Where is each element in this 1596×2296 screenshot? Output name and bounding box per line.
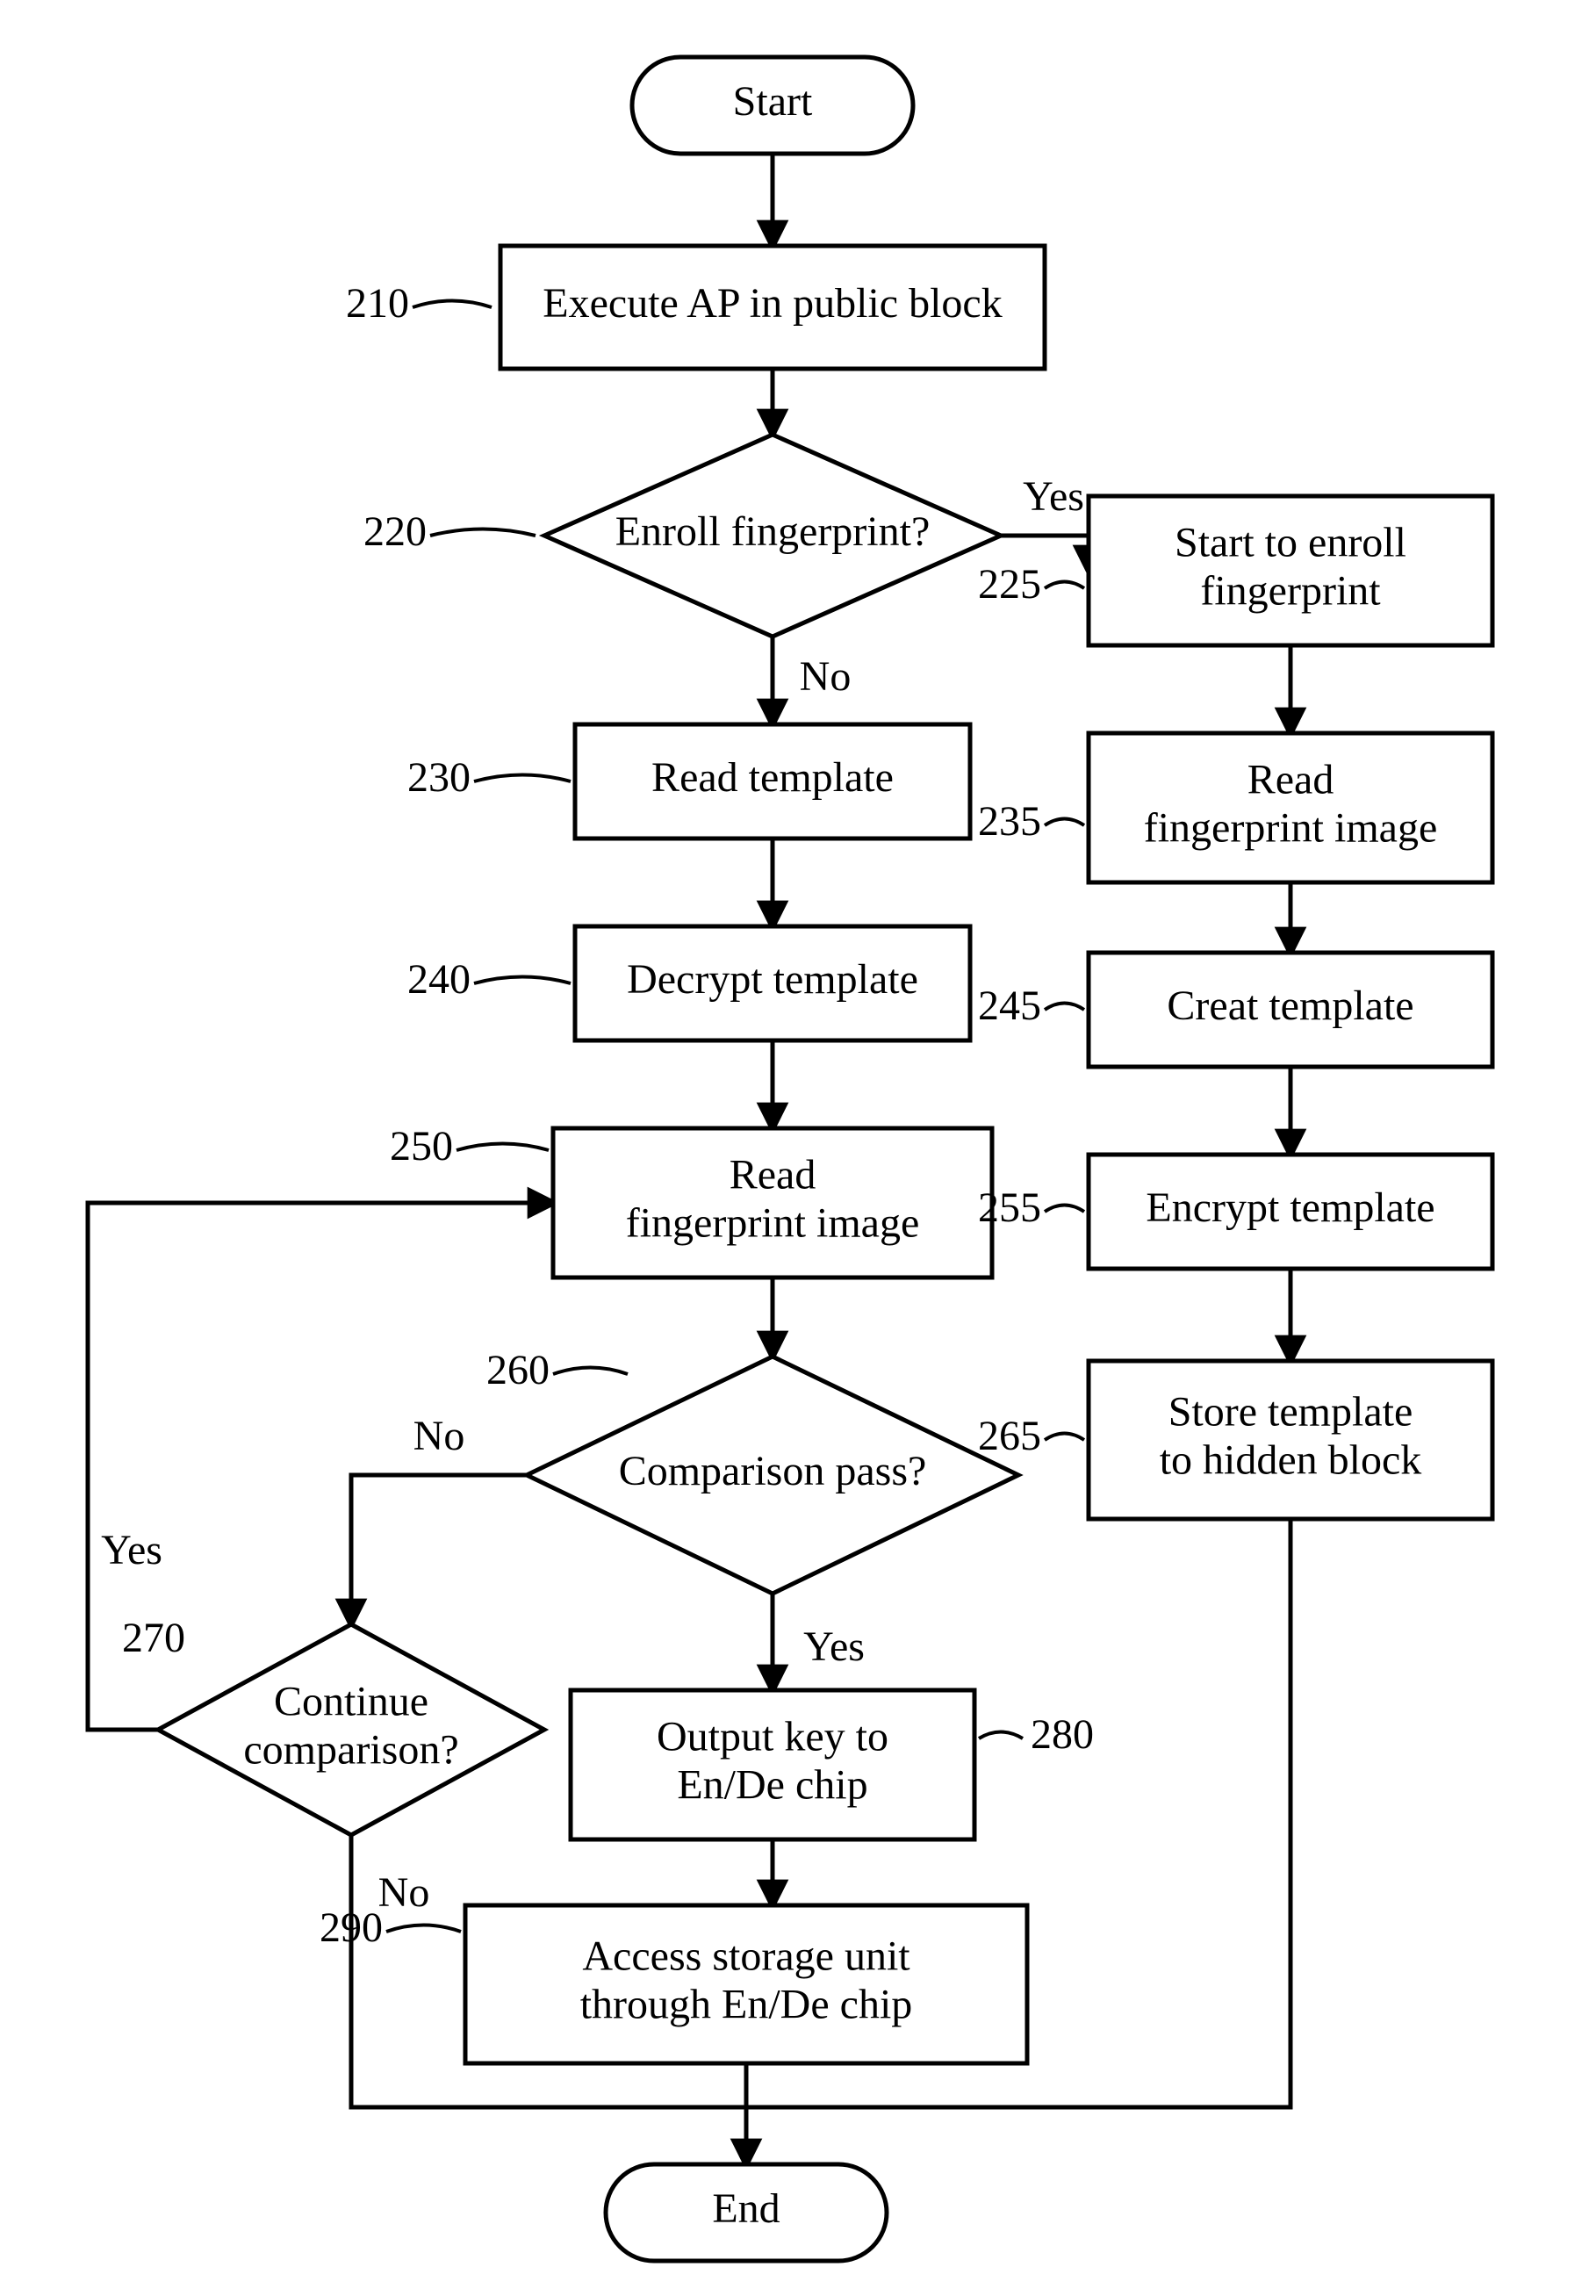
node-n270: Continuecomparison? 270 — [122, 1615, 544, 1835]
edge-label: Yes — [1023, 473, 1084, 520]
node-text: Read — [1247, 756, 1334, 803]
node-text: Start to enroll — [1175, 519, 1406, 565]
label-leader — [413, 301, 492, 308]
node-text: Continue — [274, 1678, 428, 1724]
label-leader — [979, 1732, 1023, 1739]
node-text: Output key to — [657, 1713, 888, 1760]
node-text: Start — [733, 78, 813, 125]
reference-label: 245 — [978, 982, 1041, 1029]
node-text: fingerprint image — [1144, 805, 1438, 852]
node-text: Read — [730, 1151, 816, 1198]
edge-label: Yes — [803, 1623, 865, 1670]
node-text: through En/De chip — [580, 1982, 913, 2028]
reference-label: 290 — [320, 1904, 383, 1951]
edge-label: No — [378, 1869, 430, 1916]
reference-label: 230 — [407, 754, 471, 801]
reference-label: 265 — [978, 1413, 1041, 1459]
label-leader — [457, 1144, 549, 1151]
label-leader — [1045, 1206, 1084, 1213]
node-n230: Read template 230 — [407, 724, 970, 839]
node-n240: Decrypt template 240 — [407, 926, 970, 1040]
node-text: fingerprint — [1200, 568, 1381, 615]
reference-label: 270 — [122, 1615, 185, 1661]
node-n265: Store templateto hidden block 265 — [978, 1361, 1492, 1519]
node-text: Access storage unit — [582, 1933, 910, 1979]
node-n280: Output key toEn/De chip 280 — [571, 1690, 1094, 1839]
node-text: Encrypt template — [1146, 1184, 1434, 1231]
node-text: En/De chip — [677, 1762, 867, 1809]
node-text: End — [712, 2185, 780, 2232]
flowchart-canvas: Yes No No Yes Yes No Start Execute AP in public… — [0, 0, 1596, 2296]
node-text: Read template — [651, 754, 894, 801]
label-leader — [1045, 582, 1084, 589]
node-text: comparison? — [243, 1727, 458, 1774]
node-text: Decrypt template — [627, 956, 918, 1003]
node-text: Comparison pass? — [619, 1448, 927, 1494]
label-leader — [474, 977, 571, 984]
node-n245: Creat template 245 — [978, 953, 1492, 1067]
reference-label: 260 — [486, 1347, 550, 1393]
edge-label: Yes — [101, 1527, 162, 1573]
node-text: Enroll fingerprint? — [615, 508, 931, 555]
reference-label: 220 — [363, 508, 427, 555]
edge-label: No — [413, 1413, 465, 1459]
node-text: Creat template — [1167, 982, 1413, 1029]
reference-label: 255 — [978, 1184, 1041, 1231]
edge-label: No — [800, 653, 852, 700]
node-text: Store template — [1168, 1388, 1413, 1435]
node-text: to hidden block — [1160, 1437, 1422, 1484]
reference-label: 235 — [978, 798, 1041, 845]
node-n220: Enroll fingerprint? 220 — [363, 435, 1001, 637]
node-n235: Readfingerprint image 235 — [978, 733, 1492, 882]
label-leader — [1045, 1434, 1084, 1441]
node-n210: Execute AP in public block 210 — [346, 246, 1045, 369]
label-leader — [430, 529, 536, 536]
label-leader — [1045, 1004, 1084, 1011]
label-leader — [553, 1368, 628, 1375]
node-text: Execute AP in public block — [543, 280, 1002, 327]
node-n290: Access storage unitthrough En/De chip 290 — [320, 1904, 1027, 2063]
reference-label: 280 — [1031, 1711, 1094, 1758]
reference-label: 225 — [978, 561, 1041, 608]
reference-label: 250 — [390, 1123, 453, 1170]
reference-label: 210 — [346, 280, 409, 327]
edge — [351, 1475, 527, 1624]
node-end: End — [606, 2164, 887, 2261]
node-start: Start — [632, 57, 913, 154]
nodes-layer: Start Execute AP in public block 210 Enroll… — [122, 57, 1492, 2261]
label-leader — [474, 775, 571, 782]
node-n260: Comparison pass? 260 — [486, 1347, 1018, 1594]
node-text: fingerprint image — [626, 1200, 920, 1247]
label-leader — [386, 1925, 461, 1933]
reference-label: 240 — [407, 956, 471, 1003]
label-leader — [1045, 819, 1084, 826]
node-n255: Encrypt template 255 — [978, 1155, 1492, 1269]
